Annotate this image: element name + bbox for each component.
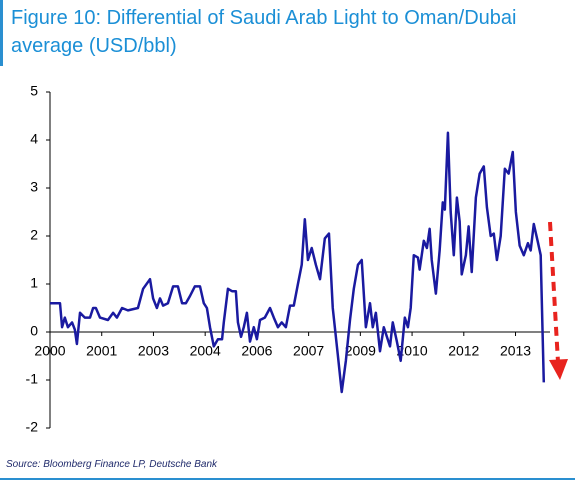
x-tick-label: 2010 (396, 343, 427, 359)
x-tick-label: 2004 (190, 343, 221, 359)
arrow-head (549, 359, 568, 380)
trend-arrow (548, 221, 568, 380)
y-tick-label: 3 (30, 179, 38, 195)
bottom-rule (0, 478, 575, 480)
y-tick-label: 2 (30, 227, 38, 243)
x-tick-label: 2012 (448, 343, 479, 359)
data-line (50, 131, 546, 394)
y-tick-label: 4 (30, 131, 38, 147)
source-note: Source: Bloomberg Finance LP, Deutsche B… (6, 459, 218, 470)
y-tick-label: -1 (26, 371, 39, 387)
y-tick-label: 5 (30, 83, 38, 99)
arrow-shaft (548, 221, 560, 363)
y-tick-label: -2 (26, 419, 39, 435)
x-tick-label: 2009 (345, 343, 376, 359)
x-tick-label: 2001 (86, 343, 117, 359)
chart-title: Figure 10: Differential of Saudi Arab Li… (0, 0, 560, 66)
y-tick-label: 0 (30, 323, 38, 339)
y-tick-label: 1 (30, 275, 38, 291)
x-tick-label: 2013 (500, 343, 531, 359)
x-tick-label: 2007 (293, 343, 324, 359)
x-tick-label: 2003 (138, 343, 169, 359)
x-tick-label: 2006 (241, 343, 272, 359)
